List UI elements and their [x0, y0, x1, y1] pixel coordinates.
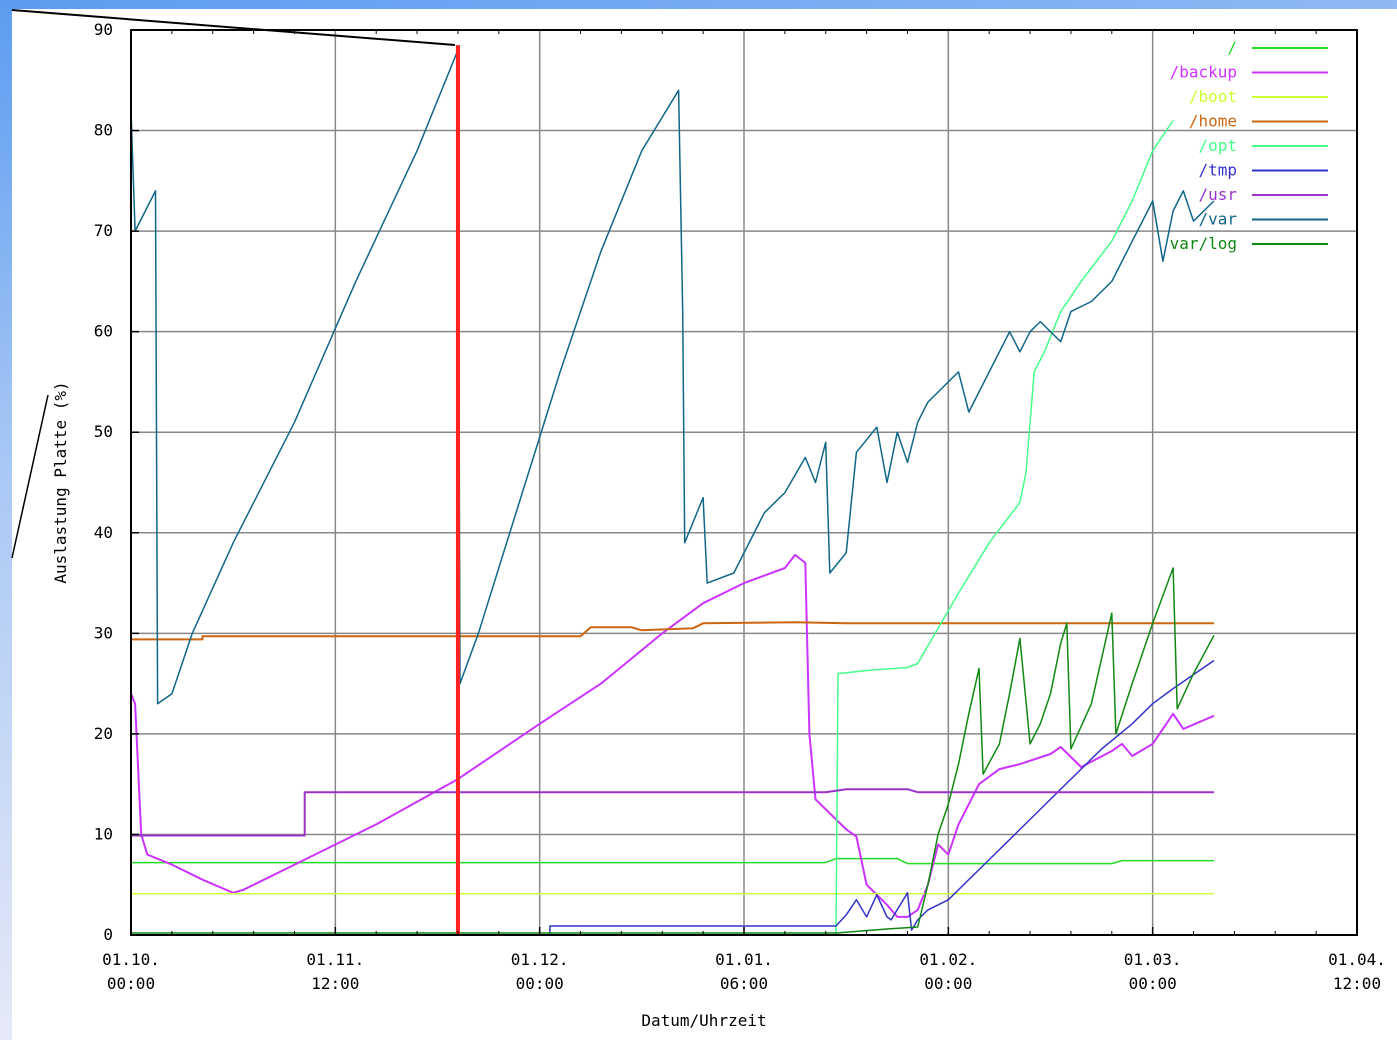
legend-label: /usr	[1198, 185, 1237, 204]
x-tick-label-date: 01.01.	[715, 950, 773, 969]
x-tick-label-time: 12:00	[1333, 974, 1381, 993]
axes: 0 10 20 30 40 50 60 70 80 90 01.10. 00:00 01.11. 12:0…	[94, 20, 1386, 993]
legend-label: /var	[1198, 210, 1237, 229]
x-tick-label-date: 01.12.	[511, 950, 569, 969]
legend: / /backup/boot/home/opt/tmp/usr/var var/lo…	[1170, 38, 1328, 253]
y-tick-label: 50	[94, 422, 113, 441]
legend-label: /boot	[1189, 87, 1237, 106]
y-tick-label: 70	[94, 221, 113, 240]
y-tick-label: 40	[94, 523, 113, 542]
legend-label: var/log	[1170, 234, 1237, 253]
x-tick-label-date: 01.02.	[919, 950, 977, 969]
x-tick-label-date: 01.10.	[102, 950, 160, 969]
series-line-4	[835, 120, 1174, 936]
series-line-1	[130, 553, 1215, 918]
series-line-5	[131, 659, 1215, 936]
series-line-6	[131, 788, 1214, 837]
series-line-0	[131, 857, 1214, 865]
x-tick-label-time: 00:00	[1129, 974, 1177, 993]
top-border-strip	[0, 0, 1397, 9]
y-tick-label: 60	[94, 322, 113, 341]
x-tick-label-time: 00:00	[516, 974, 564, 993]
x-tick-label-time: 12:00	[311, 974, 359, 993]
y-tick-label: 30	[94, 623, 113, 642]
series-lines	[130, 45, 1215, 936]
annotation-lines	[11, 9, 456, 559]
legend-label: /home	[1189, 112, 1237, 131]
series-line-8	[131, 567, 1215, 934]
annotation-line	[11, 394, 49, 559]
x-tick-label-date: 01.03.	[1124, 950, 1182, 969]
annotation-line	[11, 9, 456, 46]
legend-label: /tmp	[1198, 161, 1237, 180]
x-tick-label-date: 01.04.	[1328, 950, 1386, 969]
grid	[130, 29, 1358, 936]
x-tick-label-time: 00:00	[924, 974, 972, 993]
y-tick-label: 80	[94, 121, 113, 140]
x-tick-label-time: 00:00	[107, 974, 155, 993]
legend-label: /opt	[1198, 136, 1237, 155]
series-line-7	[130, 49, 1215, 705]
x-tick-label-date: 01.11.	[306, 950, 364, 969]
y-tick-label: 0	[103, 925, 113, 944]
x-tick-label-time: 06:00	[720, 974, 768, 993]
x-axis-label: Datum/Uhrzeit	[641, 1011, 766, 1030]
left-border-strip	[0, 0, 12, 1040]
y-axis-label: Auslastung Platte (%)	[51, 381, 70, 583]
y-tick-label: 90	[94, 20, 113, 39]
y-tick-label: 10	[94, 824, 113, 843]
series-line-3	[131, 621, 1214, 641]
y-tick-label: 20	[94, 724, 113, 743]
legend-label: /backup	[1170, 63, 1237, 82]
legend-label: /	[1227, 38, 1237, 57]
